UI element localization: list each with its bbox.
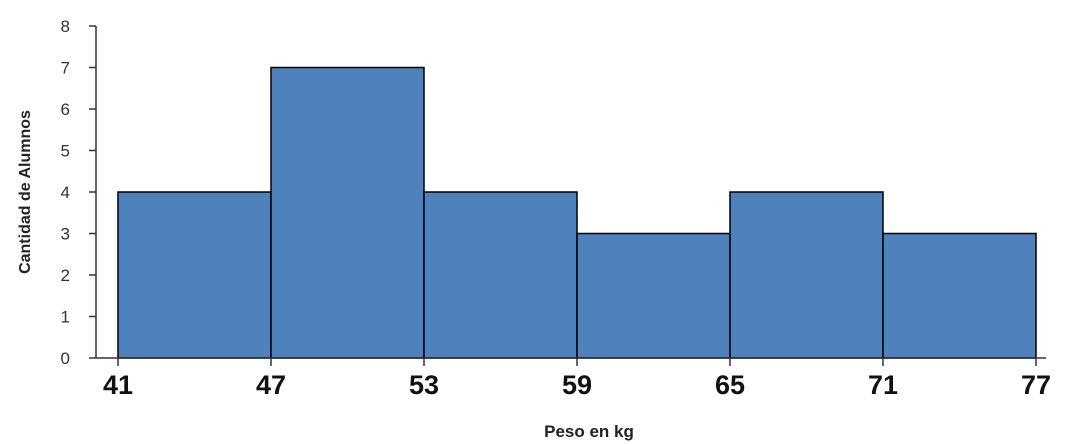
histogram-bar-53-59: [423, 191, 578, 359]
y-tick-label-5: 5: [61, 142, 70, 161]
y-axis-ticks: 0 1 2 3 4 5 6 7 8: [61, 17, 96, 368]
y-tick-label-2: 2: [61, 266, 70, 285]
histogram-bars: [117, 66, 1037, 359]
y-tick-label-0: 0: [61, 349, 70, 368]
histogram-bar-47-53: [270, 66, 425, 359]
x-axis-label: Peso en kg: [544, 422, 634, 441]
x-tick-label-41: 41: [103, 370, 133, 400]
y-tick-label-1: 1: [61, 308, 70, 327]
x-tick-label-77: 77: [1021, 370, 1051, 400]
y-axis-label: Cantidad de Alumnos: [17, 110, 34, 274]
x-tick-label-65: 65: [715, 370, 745, 400]
histogram-bar-65-71: [729, 191, 884, 359]
histogram-bar-41-47: [117, 191, 272, 359]
x-tick-label-59: 59: [562, 370, 592, 400]
y-tick-label-3: 3: [61, 225, 70, 244]
histogram-bar-71-77: [882, 232, 1037, 359]
x-tick-label-71: 71: [868, 370, 898, 400]
y-tick-label-7: 7: [61, 59, 70, 78]
histogram-bar-59-65: [576, 232, 731, 359]
x-tick-label-47: 47: [256, 370, 286, 400]
y-tick-label-8: 8: [61, 17, 70, 36]
x-tick-label-53: 53: [409, 370, 439, 400]
y-tick-label-4: 4: [61, 183, 70, 202]
y-tick-label-6: 6: [61, 100, 70, 119]
x-axis-ticks: 41 47 53 59 65 71 77: [103, 358, 1051, 400]
